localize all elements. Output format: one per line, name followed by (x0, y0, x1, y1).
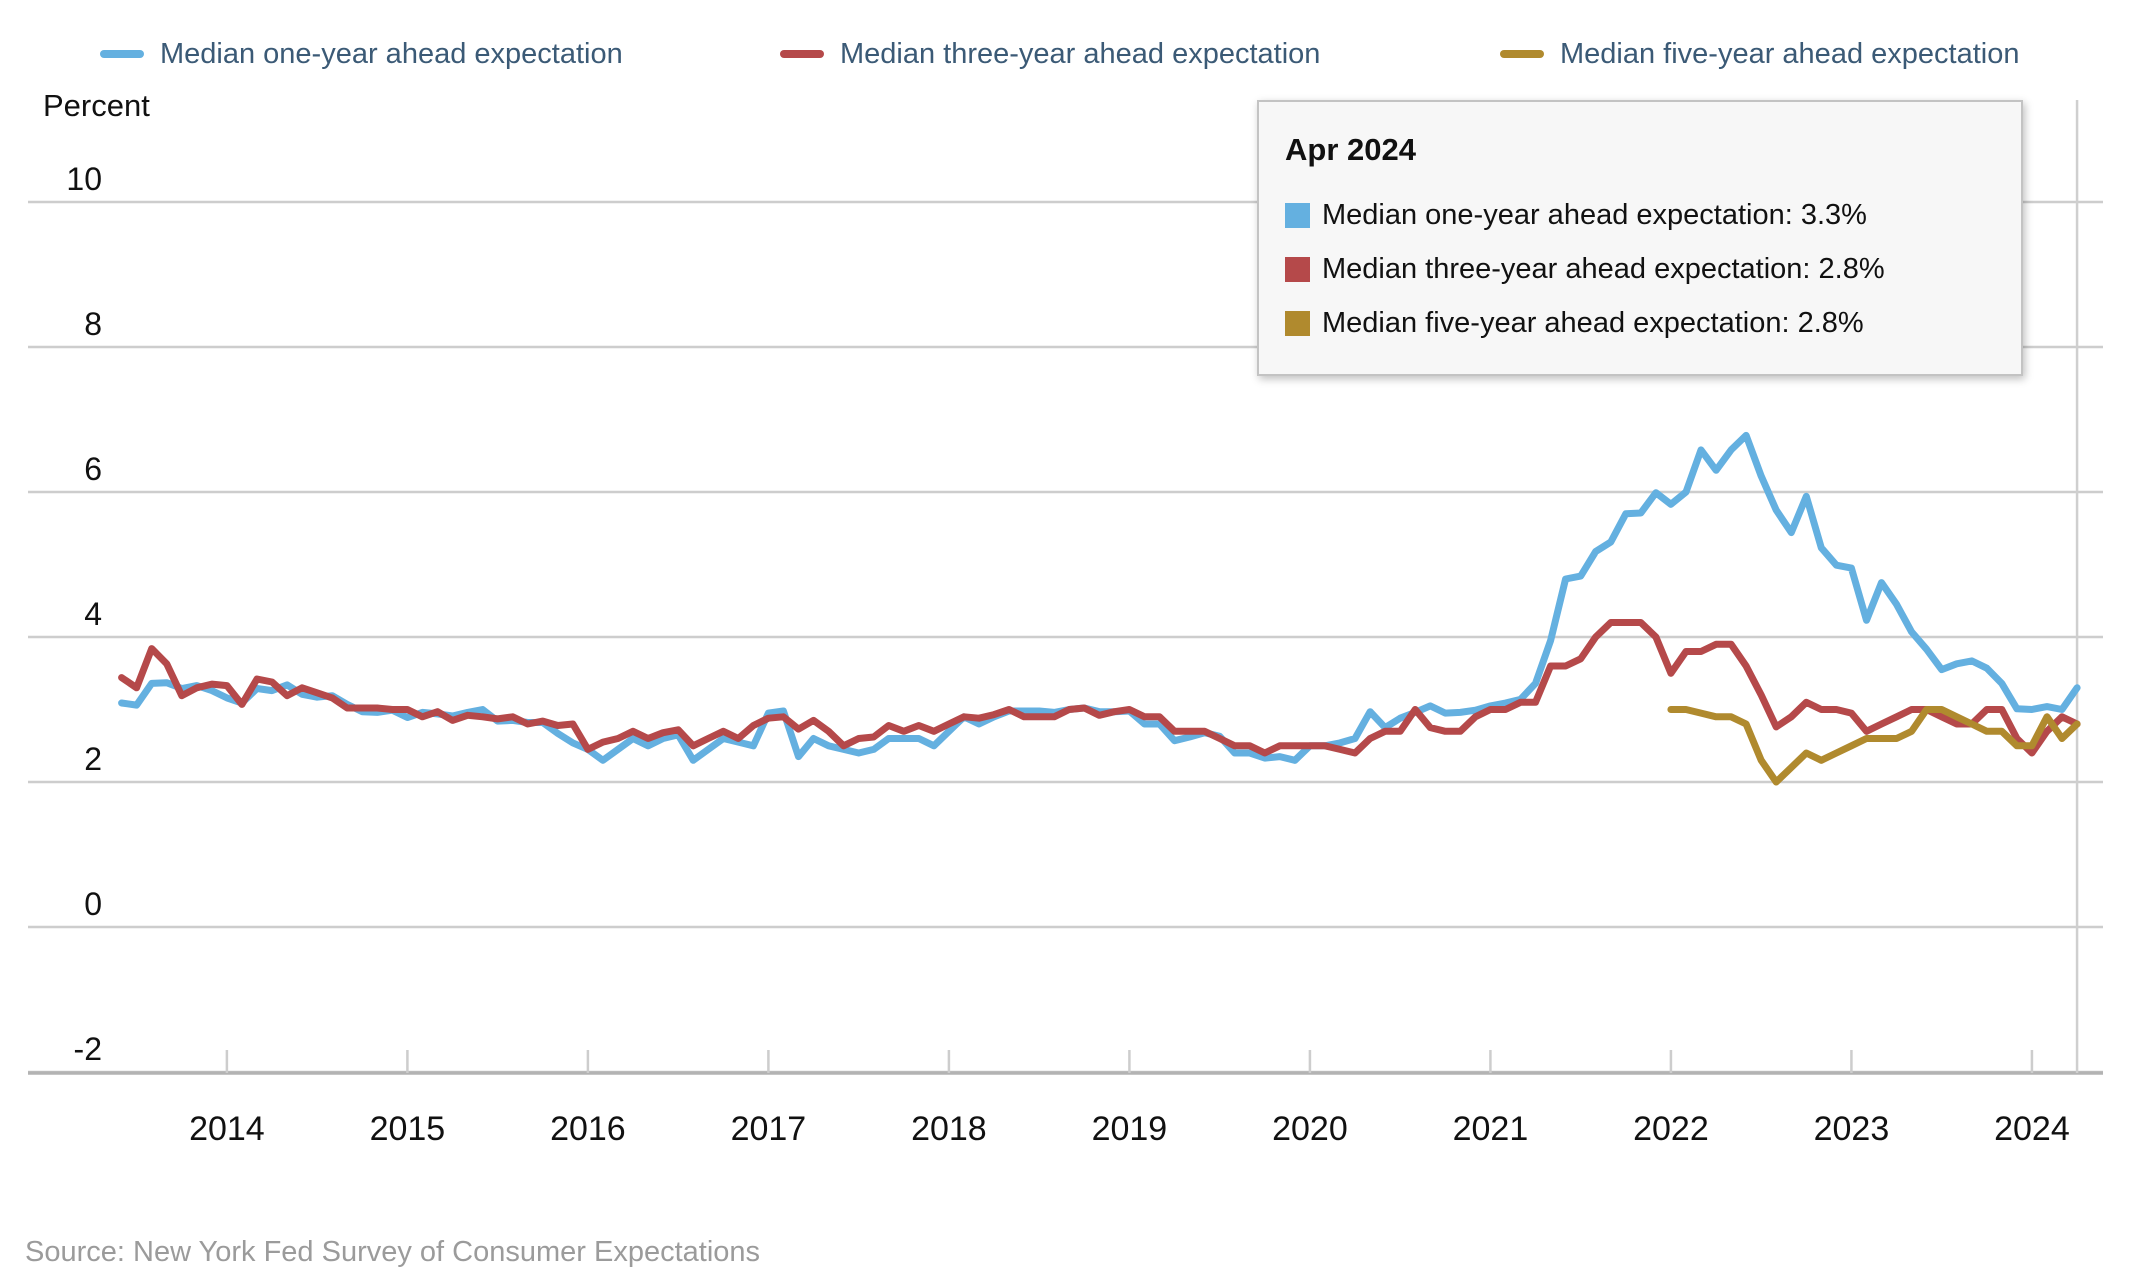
y-tick-label: 4 (84, 596, 102, 632)
tooltip-row-one-year: Median one-year ahead expectation: 3.3% (1285, 188, 1993, 242)
tooltip-value-one-year: Median one-year ahead expectation: 3.3% (1322, 198, 1867, 231)
legend-item-three-year[interactable]: Median three-year ahead expectation (780, 34, 1320, 74)
legend-item-one-year[interactable]: Median one-year ahead expectation (100, 34, 623, 74)
source-note: Source: New York Fed Survey of Consumer … (25, 1236, 761, 1268)
three-year-square-swatch-icon (1285, 256, 1310, 282)
y-tick-label: 8 (84, 306, 102, 342)
five-year-square-swatch-icon (1285, 310, 1310, 336)
tooltip-title: Apr 2024 (1285, 132, 1416, 167)
tooltip-value-three-year: Median three-year ahead expectation: 2.8… (1322, 252, 1885, 285)
legend-label-one-year: Median one-year ahead expectation (160, 37, 623, 70)
five-year-line-swatch-icon (1500, 50, 1544, 58)
legend-item-five-year[interactable]: Median five-year ahead expectation (1500, 34, 2019, 74)
tooltip: Apr 2024 Median one-year ahead expectati… (1257, 100, 2023, 376)
series-line-five_year[interactable] (1667, 706, 2081, 786)
x-tick-label: 2016 (550, 1110, 626, 1148)
series-line-three_year[interactable] (118, 619, 2081, 757)
x-tick-label: 2022 (1633, 1110, 1709, 1148)
y-tick-label: -2 (74, 1031, 102, 1067)
x-tick-label: 2021 (1453, 1110, 1529, 1148)
three-year-line-swatch-icon (780, 50, 824, 58)
x-tick-label: 2017 (731, 1110, 807, 1148)
one-year-square-swatch-icon (1285, 202, 1310, 228)
x-tick-label: 2024 (1994, 1110, 2070, 1148)
y-tick-label: 6 (84, 451, 102, 487)
x-tick-label: 2020 (1272, 1110, 1348, 1148)
one-year-line-swatch-icon (100, 50, 144, 58)
x-tick-label: 2023 (1814, 1110, 1890, 1148)
legend-label-three-year: Median three-year ahead expectation (840, 37, 1321, 70)
y-tick-label: 10 (66, 161, 102, 197)
x-tick-label: 2018 (911, 1110, 987, 1148)
tooltip-value-five-year: Median five-year ahead expectation: 2.8% (1322, 306, 1864, 339)
y-tick-label: 0 (84, 886, 102, 922)
tooltip-row-five-year: Median five-year ahead expectation: 2.8% (1285, 296, 1993, 350)
x-tick-label: 2019 (1092, 1110, 1168, 1148)
x-tick-label: 2014 (189, 1110, 265, 1148)
x-tick-label: 2015 (370, 1110, 446, 1148)
y-tick-label: 2 (84, 741, 102, 777)
y-axis-caption: Percent (43, 88, 150, 123)
tooltip-row-three-year: Median three-year ahead expectation: 2.8… (1285, 242, 1993, 296)
legend-label-five-year: Median five-year ahead expectation (1560, 37, 2020, 70)
